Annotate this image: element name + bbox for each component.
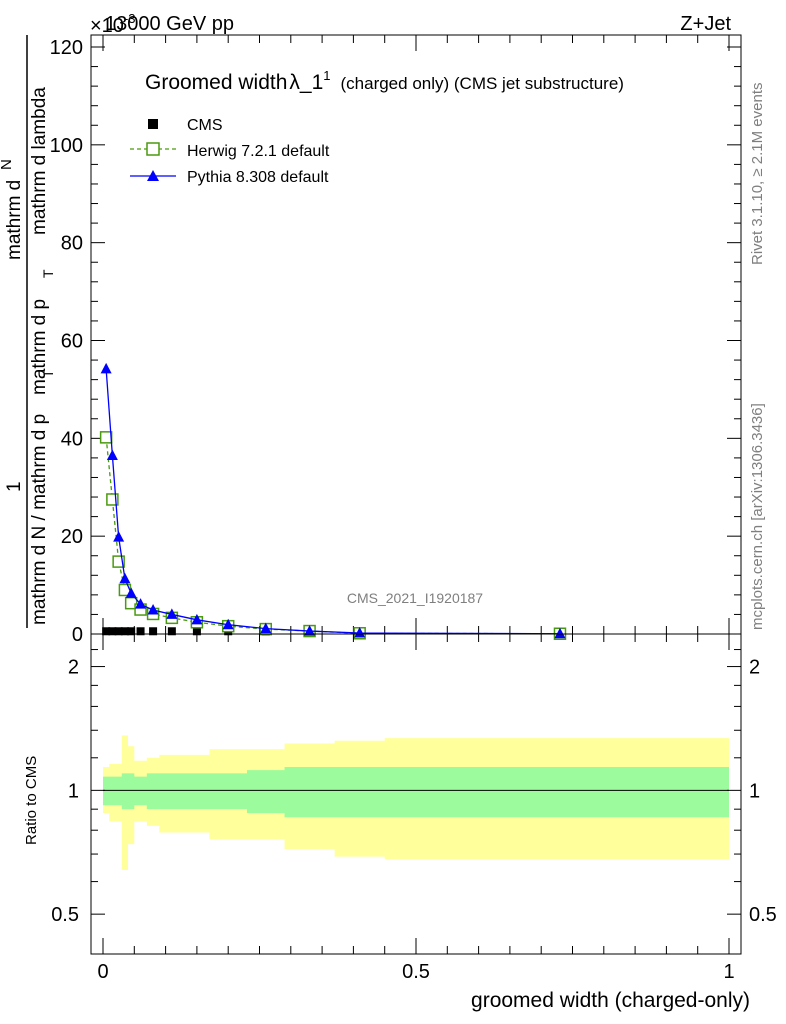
legend-label-cms: CMS: [187, 117, 223, 134]
y-title-dpt: mathrm d p: [29, 299, 50, 395]
pythia-data-point: [222, 618, 234, 630]
pythia-data-point: [125, 587, 137, 598]
main-y-tick-label: 60: [61, 331, 83, 353]
ratio-x-tick-label: 0: [97, 961, 108, 983]
y-title-denominator: mathrm d N / mathrm d p: [29, 414, 50, 625]
chart-title: Groomed widthλ_11 (charged only) (CMS jet…: [145, 68, 624, 94]
main-y-axis: 0 20 40 60 80 100 120: [50, 37, 741, 646]
pythia-data-point: [135, 598, 147, 609]
cms-data-point: [108, 627, 117, 636]
main-y-tick-label: 80: [61, 233, 83, 255]
cms-data-point: [167, 627, 176, 636]
ratio-y-axis: 0.5 0.5 1 1 2 2: [51, 649, 777, 955]
main-y-tick-label: 120: [50, 37, 83, 59]
herwig-data-point: [112, 555, 125, 568]
pythia-data-point: [554, 627, 566, 639]
pythia-data-point: [304, 625, 316, 636]
x-axis-title: groomed width (charged-only): [471, 989, 750, 1012]
legend-marker-herwig: [146, 142, 160, 156]
cms-data-point: [127, 627, 136, 636]
pythia-data-point: [147, 604, 159, 615]
ratio-bands: [103, 735, 729, 871]
cms-data-point: [192, 627, 201, 636]
analysis-watermark: CMS_2021_I1920187: [347, 590, 483, 606]
ratio-x-tick-label: 0.5: [402, 961, 430, 983]
y-title-dlambda: mathrm d lambda: [29, 87, 50, 235]
pythia-data-point: [119, 572, 131, 584]
cms-data-point: [102, 627, 111, 636]
legend-label-pythia: Pythia 8.308 default: [187, 169, 329, 186]
multiplier-label: ×10-3: [90, 11, 136, 37]
y-title-d: mathrm d: [4, 180, 25, 260]
pythia-data-point: [191, 613, 203, 625]
series-line-1: [105, 437, 560, 635]
legend-marker-pythia: [147, 170, 159, 181]
energy-label: 13000 GeV pp: [105, 13, 234, 35]
ratio-y-tick-label-right: 0.5: [749, 904, 777, 926]
pythia-data-point: [113, 531, 125, 542]
series-line-2: [105, 368, 560, 635]
y-title-t-sub2: T: [40, 369, 56, 378]
y-title-t-sub: T: [40, 269, 56, 278]
ratio-plot-panel: 0.5 0.51 12 2 0 0.5 1 Ratio to CMS groomed wi…: [23, 633, 777, 1012]
main-y-tick-label: 40: [61, 428, 83, 450]
legend-label-herwig: Herwig 7.2.1 default: [187, 143, 330, 160]
process-label: Z+Jet: [680, 13, 731, 35]
main-y-tick-label: 100: [50, 135, 83, 157]
pythia-data-point: [260, 622, 272, 634]
ratio-y-axis-title: Ratio to CMS: [23, 756, 40, 845]
ratio-y-tick-label-right: 2: [749, 657, 760, 679]
ratio-x-axis: 0 0.5 1: [97, 634, 735, 983]
ratio-inner-uncertainty-band: [103, 766, 729, 818]
main-y-tick-label: 20: [61, 526, 83, 548]
cms-data-point: [114, 627, 123, 636]
y-title-n: N: [0, 159, 15, 170]
main-y-axis-title: mathrm d 1 mathrm d N mathrm d p T mathr…: [0, 35, 56, 628]
herwig-data-point: [99, 431, 113, 444]
ratio-y-tick-label: 0.5: [51, 904, 79, 926]
pythia-data-point: [166, 608, 178, 619]
cms-data-point: [120, 627, 129, 636]
main-series-layer: [99, 362, 567, 641]
herwig-data-point: [106, 493, 119, 506]
main-plot-panel: 0 20 40 60 80 100 120 Groomed widthλ_11 (charge…: [0, 34, 742, 646]
pythia-data-point: [100, 362, 112, 374]
cms-data-point: [136, 627, 145, 636]
ratio-y-tick-label-right: 1: [749, 780, 760, 802]
main-y-tick-label: 0: [72, 624, 83, 646]
ratio-y-tick-label: 2: [68, 657, 79, 679]
ratio-y-tick-label: 1: [68, 780, 79, 802]
pythia-data-point: [354, 627, 366, 638]
legend: CMS Herwig 7.2.1 default Pythia 8.308 de…: [130, 117, 330, 186]
legend-marker-cms: [148, 119, 158, 129]
cms-data-point: [149, 627, 158, 636]
ratio-x-tick-label: 1: [723, 961, 734, 983]
y-title-numerator-one: 1: [4, 481, 25, 492]
pythia-data-point: [106, 449, 118, 460]
rivet-label: Rivet 3.1.10, ≥ 2.1M events: [749, 83, 766, 266]
mcplots-label: mcplots.cern.ch [arXiv:1306.3436]: [749, 403, 766, 630]
